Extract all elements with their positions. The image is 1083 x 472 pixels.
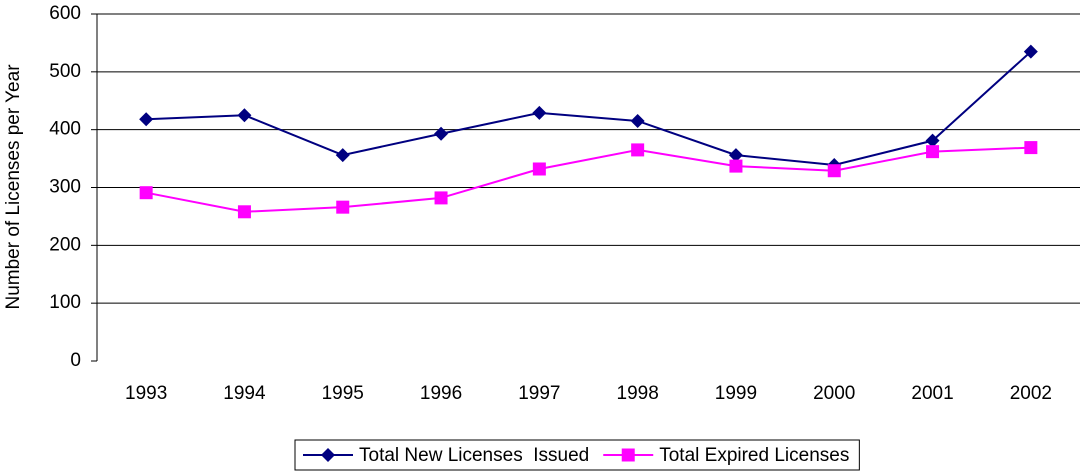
series-line <box>146 50 1032 166</box>
point <box>926 145 940 159</box>
point <box>925 133 940 148</box>
x-tick-label: 2000 <box>813 383 855 404</box>
point <box>728 148 743 163</box>
point <box>434 126 449 141</box>
y-tick-label: 500 <box>49 61 81 82</box>
y-tick-label: 300 <box>49 177 81 198</box>
y-tick-label: 0 <box>70 350 81 371</box>
point <box>729 159 743 173</box>
point <box>1024 141 1038 155</box>
legend-box <box>294 439 860 471</box>
point <box>139 186 153 200</box>
point <box>827 164 841 178</box>
y-tick-label: 100 <box>49 292 81 313</box>
legend-label: Total Expired Licenses <box>659 445 849 466</box>
x-tick-label: 1998 <box>617 383 659 404</box>
y-tick-label: 200 <box>49 234 81 255</box>
legend-label: Total New Licenses Issued <box>359 445 589 466</box>
point <box>335 148 350 163</box>
point <box>630 113 645 128</box>
point <box>532 105 547 120</box>
x-tick-label: 2002 <box>1010 383 1052 404</box>
point <box>139 112 154 127</box>
point <box>1023 44 1038 59</box>
point <box>532 162 546 176</box>
x-tick-label: 1999 <box>715 383 757 404</box>
x-tick-label: 1993 <box>125 383 167 404</box>
x-tick-label: 1995 <box>322 383 364 404</box>
point <box>631 143 645 157</box>
x-tick-label: 1994 <box>223 383 266 404</box>
point <box>237 205 251 219</box>
legend-marker <box>621 448 635 462</box>
x-tick-label: 1996 <box>420 383 462 404</box>
x-tick-label: 1997 <box>518 383 560 404</box>
y-axis-label: Number of Licenses per Year <box>3 64 24 310</box>
point <box>336 200 350 214</box>
x-tick-label: 2001 <box>911 383 953 404</box>
y-tick-label: 600 <box>49 3 81 24</box>
point <box>434 191 448 205</box>
series-line <box>145 146 1031 213</box>
y-tick-label: 400 <box>49 119 81 140</box>
point <box>237 108 252 123</box>
legend-marker <box>321 448 335 462</box>
